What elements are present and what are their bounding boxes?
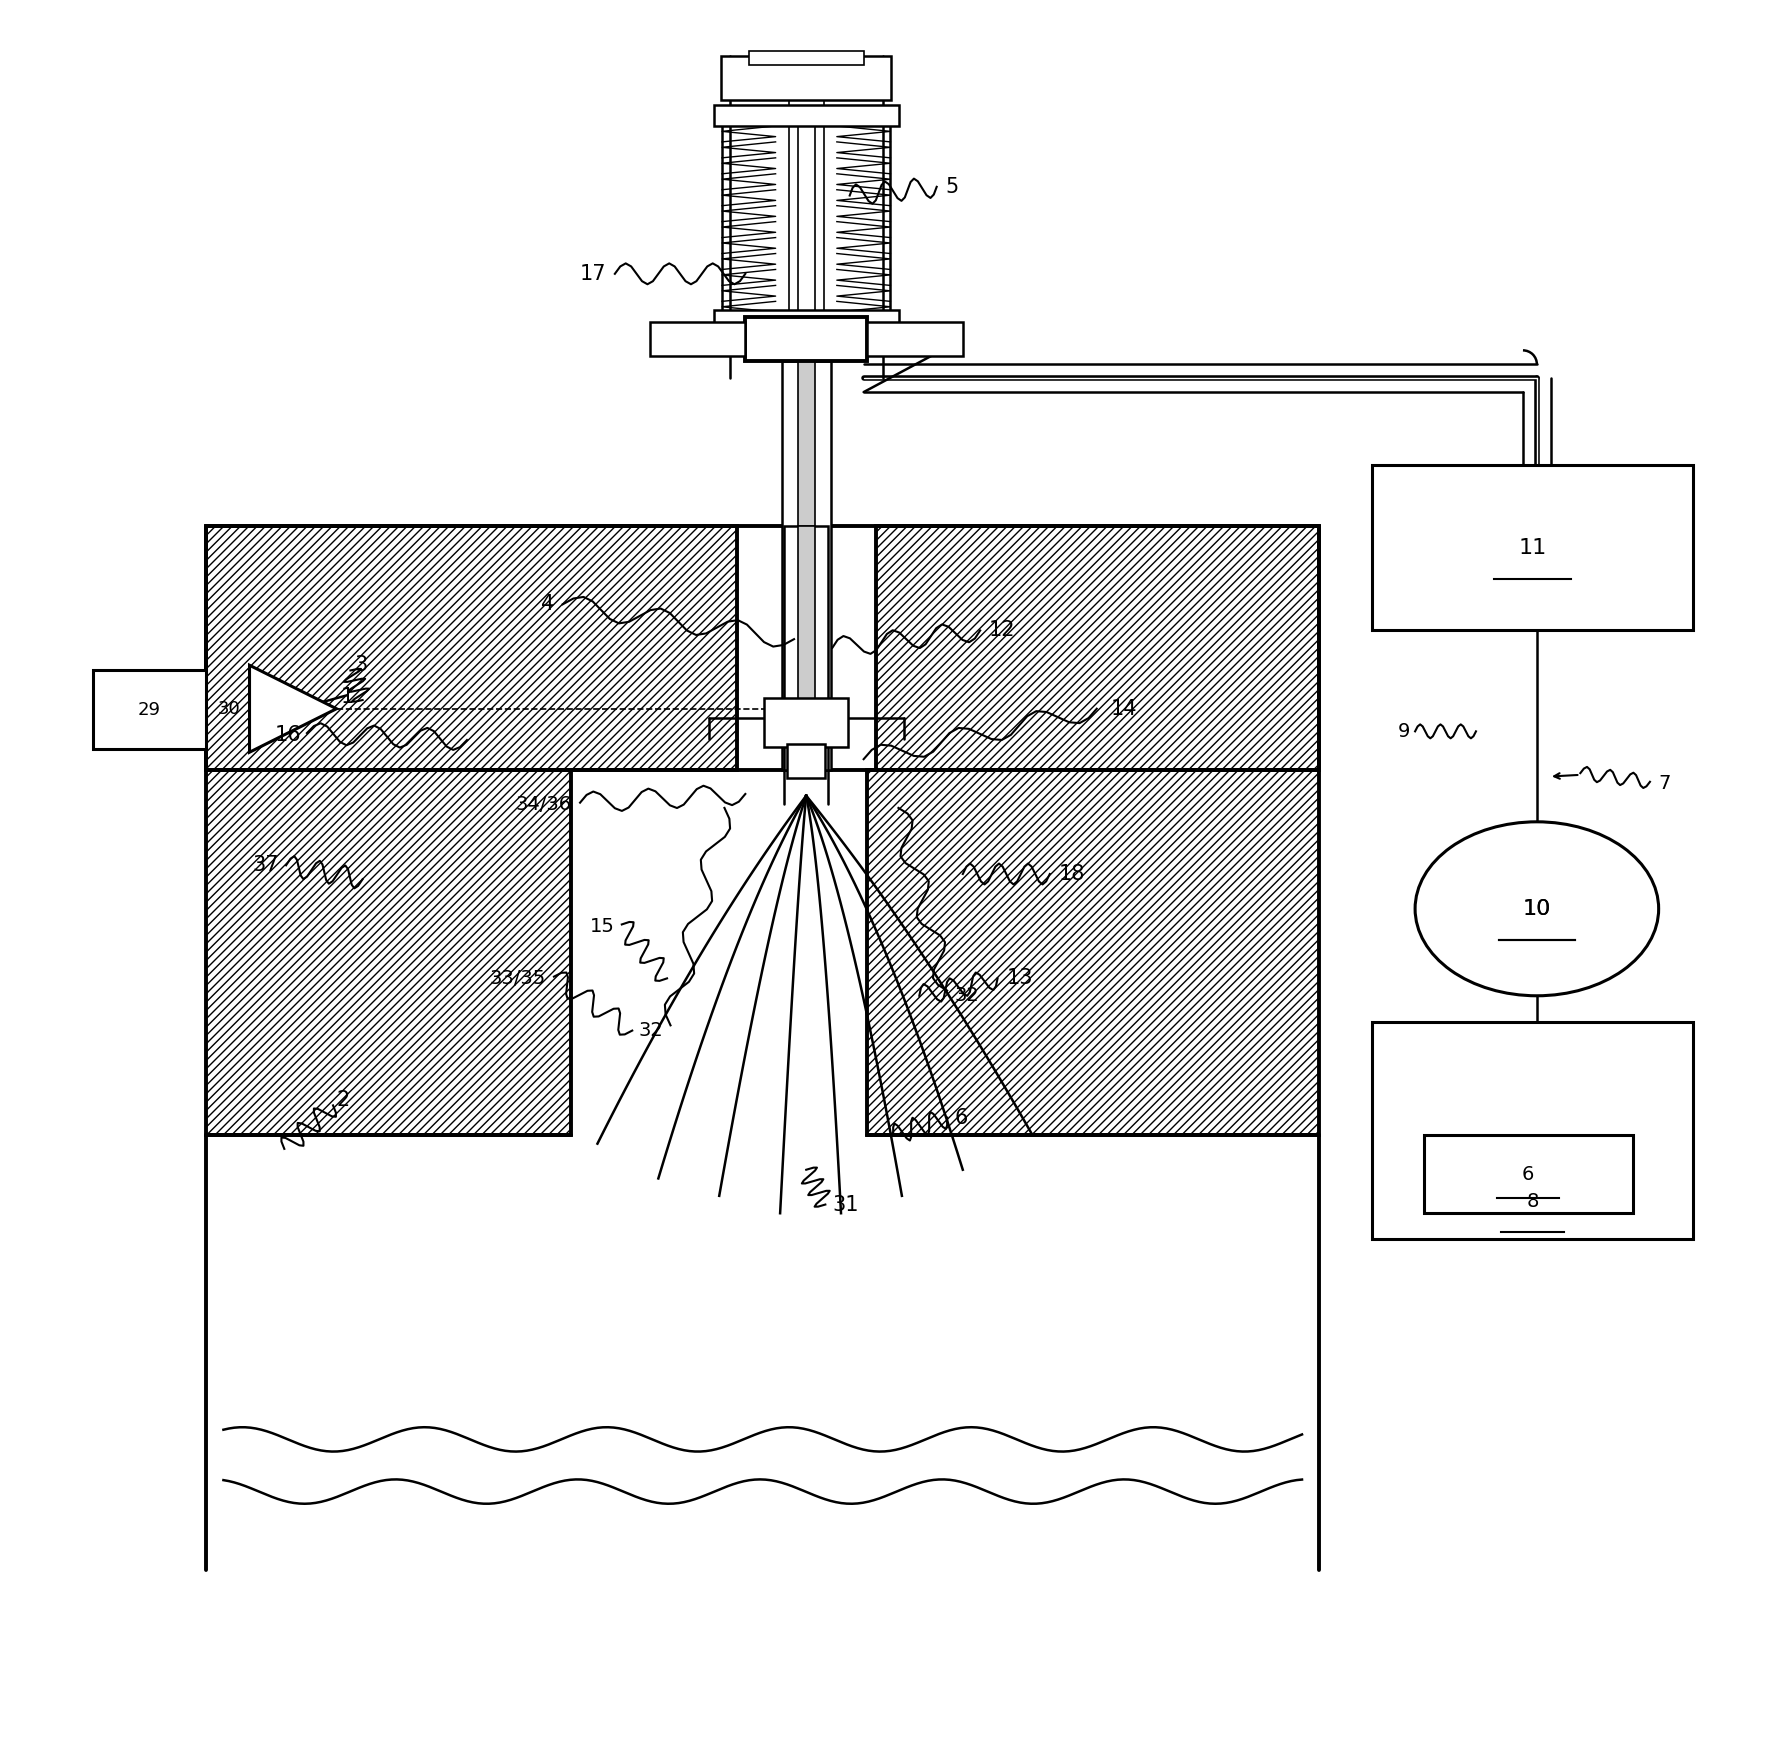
Text: 6: 6 xyxy=(1521,1164,1534,1183)
Text: 12: 12 xyxy=(989,621,1015,640)
Bar xyxy=(1371,465,1693,631)
Text: 18: 18 xyxy=(1058,864,1084,884)
Bar xyxy=(876,526,1320,769)
Bar xyxy=(782,360,831,769)
Bar xyxy=(205,526,736,769)
Text: 33/35: 33/35 xyxy=(488,968,545,988)
Bar xyxy=(787,743,826,778)
Ellipse shape xyxy=(1415,822,1659,996)
Bar xyxy=(867,322,962,357)
Text: 17: 17 xyxy=(580,264,607,283)
Bar xyxy=(798,526,816,769)
Text: 31: 31 xyxy=(831,1194,858,1215)
Bar xyxy=(649,322,745,357)
Text: 1: 1 xyxy=(341,687,354,706)
Bar xyxy=(713,105,899,126)
Bar xyxy=(748,51,863,65)
Text: 16: 16 xyxy=(276,725,302,745)
Text: 4: 4 xyxy=(541,594,554,614)
Text: 10: 10 xyxy=(1523,898,1551,919)
Text: 14: 14 xyxy=(1111,699,1137,718)
Text: 37: 37 xyxy=(253,855,280,876)
Text: 34/36: 34/36 xyxy=(515,795,571,815)
Text: 2: 2 xyxy=(336,1091,350,1110)
Text: 15: 15 xyxy=(591,916,616,935)
Bar xyxy=(784,526,828,769)
Bar xyxy=(867,769,1320,1134)
Text: 5: 5 xyxy=(945,177,959,198)
Bar xyxy=(745,318,867,360)
Bar xyxy=(1371,1023,1693,1239)
Bar xyxy=(205,769,571,1134)
Bar xyxy=(798,360,816,769)
Text: 11: 11 xyxy=(1518,538,1546,558)
Text: 7: 7 xyxy=(1659,774,1672,794)
Bar xyxy=(722,56,892,100)
Text: 8: 8 xyxy=(1527,1192,1539,1211)
Polygon shape xyxy=(249,666,336,752)
Text: 30: 30 xyxy=(218,699,241,718)
Text: 10: 10 xyxy=(1523,898,1551,919)
Bar xyxy=(94,671,205,748)
Text: 32: 32 xyxy=(639,1021,663,1040)
Text: 6: 6 xyxy=(953,1108,968,1127)
Text: 29: 29 xyxy=(138,701,161,718)
Text: 3: 3 xyxy=(354,656,368,675)
Text: 32: 32 xyxy=(953,986,978,1005)
Text: 13: 13 xyxy=(1007,968,1033,988)
Bar xyxy=(764,697,847,746)
Bar xyxy=(713,311,899,330)
Text: 9: 9 xyxy=(1398,722,1410,741)
Bar xyxy=(1424,1134,1633,1213)
